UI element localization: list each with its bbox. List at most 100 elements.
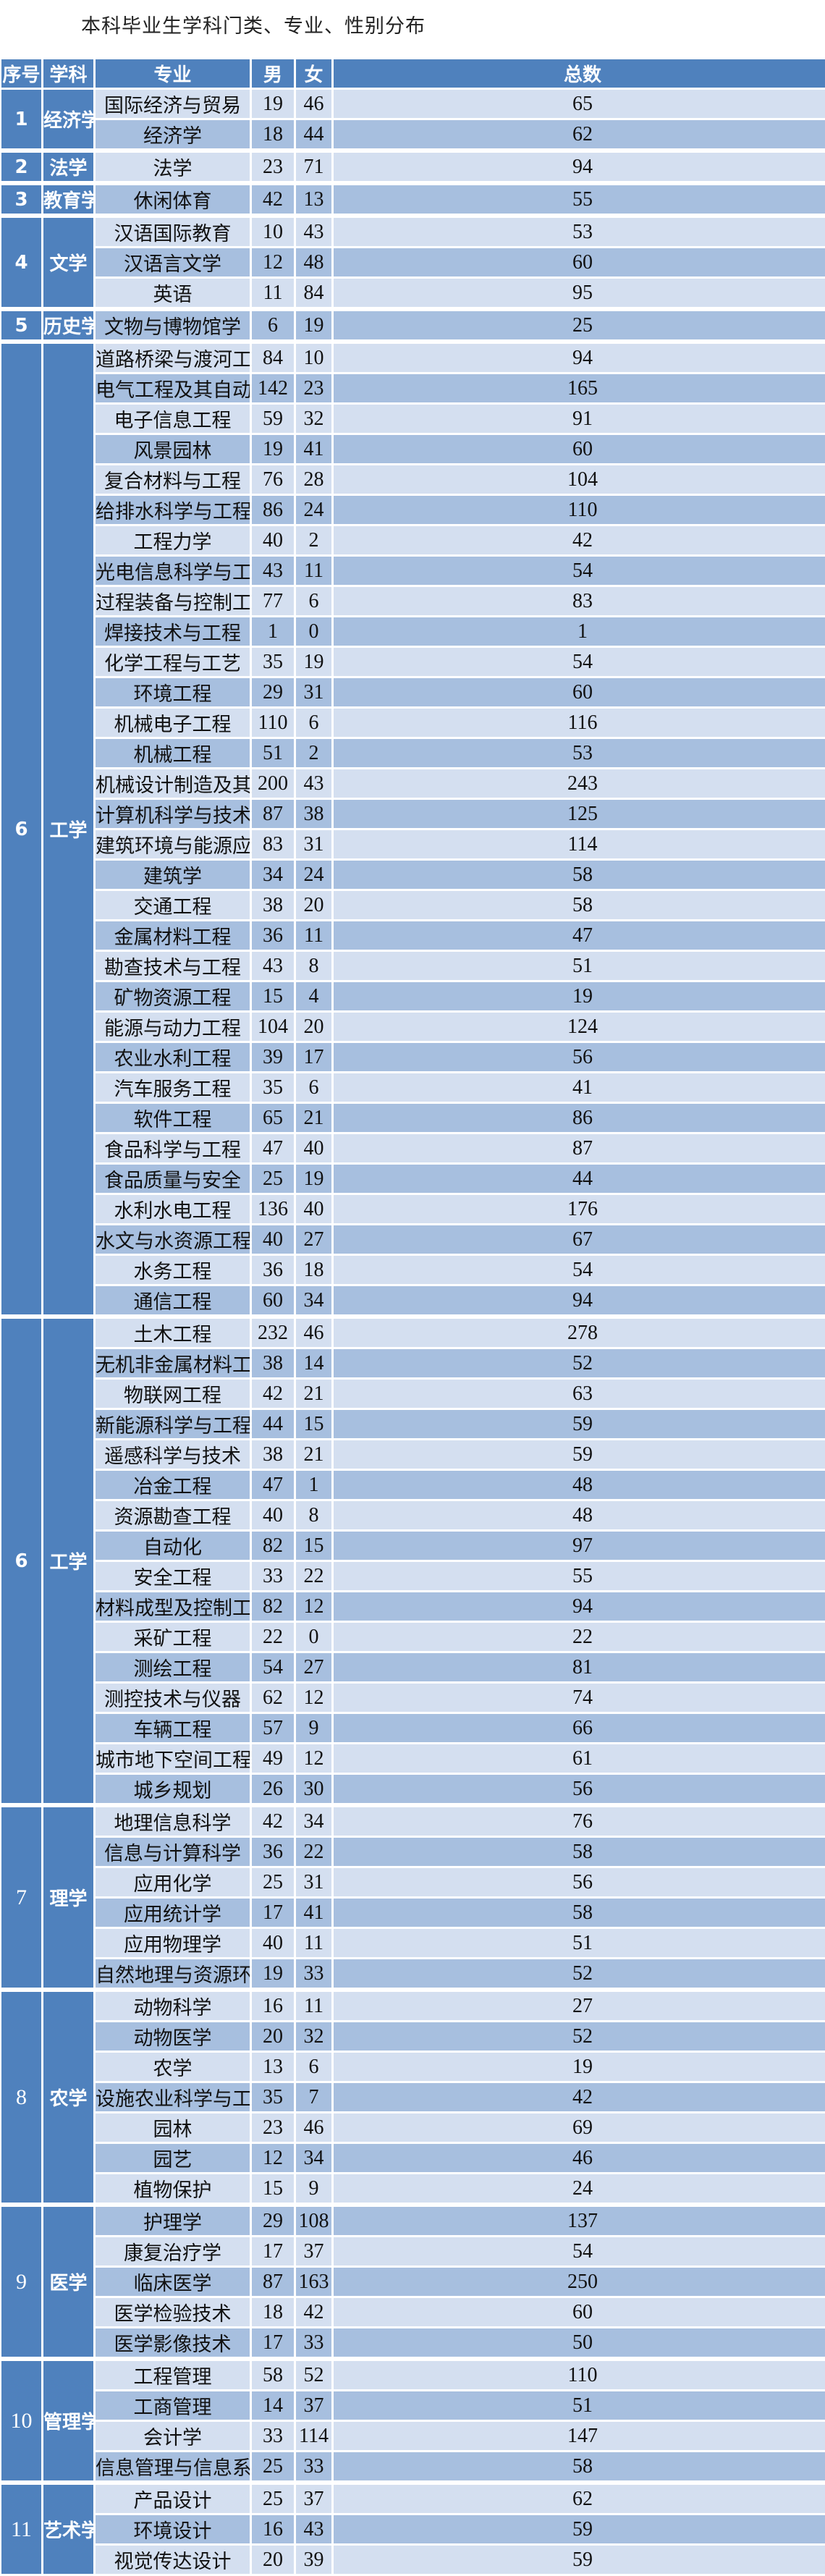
table-row: 水利水电工程 136 40 176: [1, 1195, 825, 1225]
group-index: 2: [1, 151, 43, 183]
female-count: 18: [296, 1256, 334, 1286]
major-name: 能源与动力工程: [96, 1013, 252, 1043]
major-name: 园林: [96, 2113, 252, 2144]
female-count: 10: [296, 342, 334, 374]
total-count: 124: [334, 1013, 825, 1043]
total-count: 25: [334, 309, 825, 342]
table-row: 资源勘查工程 40 8 48: [1, 1501, 825, 1532]
total-count: 56: [334, 1775, 825, 1805]
total-count: 51: [334, 2391, 825, 2422]
total-count: 59: [334, 1440, 825, 1471]
male-count: 35: [252, 1073, 296, 1104]
female-count: 8: [296, 1501, 334, 1532]
female-count: 17: [296, 1043, 334, 1073]
major-name: 过程装备与控制工程: [96, 587, 252, 617]
male-count: 34: [252, 861, 296, 891]
major-name: 植物保护: [96, 2174, 252, 2205]
male-count: 11: [252, 279, 296, 309]
table-row: 汉语言文学 12 48 60: [1, 248, 825, 279]
male-count: 87: [252, 800, 296, 830]
major-name: 视觉传达设计: [96, 2546, 252, 2576]
male-count: 76: [252, 465, 296, 496]
total-count: 53: [334, 216, 825, 248]
group-subject: 理学: [43, 1805, 96, 1990]
table-row: 视觉传达设计 20 39 59: [1, 2546, 825, 2576]
major-name: 汉语国际教育: [96, 216, 252, 248]
female-count: 52: [296, 2359, 334, 2391]
female-count: 20: [296, 1013, 334, 1043]
female-count: 22: [296, 1838, 334, 1868]
male-count: 29: [252, 2205, 296, 2237]
table-row: 过程装备与控制工程77683: [1, 587, 825, 617]
total-count: 54: [334, 1256, 825, 1286]
major-name: 应用物理学: [96, 1929, 252, 1959]
female-count: 43: [296, 216, 334, 248]
major-name: 交通工程: [96, 891, 252, 921]
total-count: 87: [334, 1134, 825, 1165]
female-count: 31: [296, 1868, 334, 1899]
total-count: 67: [334, 1225, 825, 1256]
major-name: 医学检验技术: [96, 2298, 252, 2328]
table-row: 医学影像技术 17 33 50: [1, 2328, 825, 2359]
major-name: 遥感科学与技术: [96, 1440, 252, 1471]
table-row: 4 文学 汉语国际教育 10 43 53: [1, 216, 825, 309]
total-count: 61: [334, 1744, 825, 1775]
female-count: 21: [296, 1104, 334, 1134]
male-count: 104: [252, 1013, 296, 1043]
table-body: 1 经济学 国际经济与贸易 19 46 65 经济学 18 44 62 2 法学 法学 23 71 94 3 教育…: [1, 90, 825, 2576]
major-name: 风景园林: [96, 435, 252, 465]
total-count: 110: [334, 496, 825, 526]
major-name: 材料成型及控制工程: [96, 1592, 252, 1623]
male-count: 83: [252, 830, 296, 861]
male-count: 57: [252, 1714, 296, 1744]
female-count: 37: [296, 2391, 334, 2422]
major-name: 动物科学: [96, 1990, 252, 2022]
table-row: 6工学道路桥梁与渡河工程841094: [1, 342, 825, 1317]
female-count: 37: [296, 2237, 334, 2268]
total-count: 51: [334, 952, 825, 982]
major-name: 城乡规划: [96, 1775, 252, 1805]
group-index: 6: [1, 1317, 43, 1805]
male-count: 54: [252, 1653, 296, 1684]
female-count: 46: [296, 1317, 334, 1349]
major-name: 工程管理: [96, 2359, 252, 2391]
total-count: 50: [334, 2328, 825, 2359]
male-count: 39: [252, 1043, 296, 1073]
total-count: 86: [334, 1104, 825, 1134]
total-count: 69: [334, 2113, 825, 2144]
male-count: 33: [252, 2422, 296, 2452]
total-count: 147: [334, 2422, 825, 2452]
male-count: 47: [252, 1471, 296, 1501]
major-name: 产品设计: [96, 2483, 252, 2515]
group-subject: 工学: [43, 1317, 96, 1805]
table-row: 自动化 82 15 97: [1, 1532, 825, 1562]
male-count: 25: [252, 2483, 296, 2515]
major-name: 水文与水资源工程: [96, 1225, 252, 1256]
female-count: 34: [296, 1286, 334, 1317]
total-count: 58: [334, 2452, 825, 2483]
male-count: 232: [252, 1317, 296, 1349]
male-count: 40: [252, 1929, 296, 1959]
total-count: 137: [334, 2205, 825, 2237]
female-count: 2: [296, 526, 334, 557]
female-count: 41: [296, 435, 334, 465]
female-count: 8: [296, 952, 334, 982]
major-name: 护理学: [96, 2205, 252, 2237]
table-row: 安全工程 33 22 55: [1, 1562, 825, 1592]
male-count: 110: [252, 709, 296, 739]
table-row: 9 医学 护理学 29 108 137: [1, 2205, 825, 2359]
major-name: 电气工程及其自动化: [96, 374, 252, 405]
total-count: 250: [334, 2268, 825, 2298]
female-count: 21: [296, 1440, 334, 1471]
total-count: 278: [334, 1317, 825, 1349]
major-name: 动物医学: [96, 2022, 252, 2053]
female-count: 27: [296, 1225, 334, 1256]
female-count: 43: [296, 769, 334, 800]
major-name: 食品质量与安全: [96, 1165, 252, 1195]
table-row: 工商管理 14 37 51: [1, 2391, 825, 2422]
table-row: 食品科学与工程 47 40 87: [1, 1134, 825, 1165]
male-count: 84: [252, 342, 296, 374]
major-name: 机械工程: [96, 739, 252, 769]
table-row: 测绘工程 54 27 81: [1, 1653, 825, 1684]
major-name: 农业水利工程: [96, 1043, 252, 1073]
